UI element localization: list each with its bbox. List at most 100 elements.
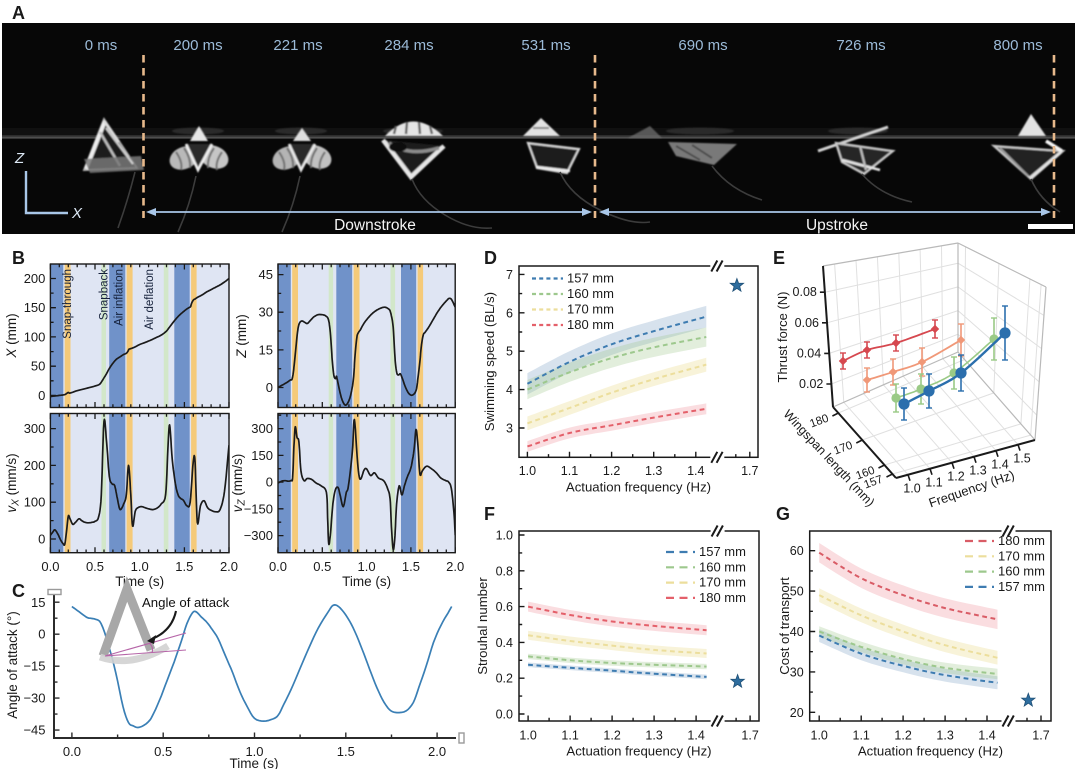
svg-text:1.3: 1.3 bbox=[936, 729, 953, 743]
svg-text:Snap-through: Snap-through bbox=[62, 269, 74, 339]
svg-text:0.08: 0.08 bbox=[793, 285, 817, 299]
svg-text:X (mm): X (mm) bbox=[4, 313, 19, 358]
svg-text:15: 15 bbox=[31, 595, 45, 610]
svg-text:0.06: 0.06 bbox=[795, 316, 819, 330]
svg-text:Actuation frequency (Hz): Actuation frequency (Hz) bbox=[566, 480, 711, 495]
svg-text:7: 7 bbox=[506, 268, 513, 282]
svg-text:Upstroke: Upstroke bbox=[806, 217, 868, 234]
svg-text:800 ms: 800 ms bbox=[993, 37, 1042, 54]
svg-text:180 mm: 180 mm bbox=[567, 317, 614, 332]
svg-text:1.4: 1.4 bbox=[978, 729, 995, 743]
svg-text:0.6: 0.6 bbox=[496, 600, 513, 614]
svg-text:1.4: 1.4 bbox=[687, 464, 704, 478]
svg-text:Air deflation: Air deflation bbox=[144, 269, 156, 330]
svg-text:1.0: 1.0 bbox=[903, 482, 920, 496]
svg-text:vZ (mm/s): vZ (mm/s) bbox=[230, 454, 248, 513]
svg-text:100: 100 bbox=[24, 495, 46, 510]
svg-text:0 ms: 0 ms bbox=[85, 37, 118, 54]
svg-text:1.1: 1.1 bbox=[561, 464, 578, 478]
svg-text:726 ms: 726 ms bbox=[836, 37, 885, 54]
svg-text:1.3: 1.3 bbox=[645, 729, 662, 743]
svg-text:B: B bbox=[12, 248, 25, 268]
svg-text:1.1: 1.1 bbox=[853, 729, 870, 743]
svg-text:Z (mm): Z (mm) bbox=[234, 314, 249, 358]
svg-text:0.0: 0.0 bbox=[269, 559, 287, 574]
svg-text:1.4: 1.4 bbox=[991, 458, 1008, 472]
svg-text:0.8: 0.8 bbox=[496, 564, 513, 578]
svg-text:0.4: 0.4 bbox=[496, 636, 513, 650]
svg-text:1.3: 1.3 bbox=[969, 464, 986, 478]
svg-text:157 mm: 157 mm bbox=[998, 579, 1045, 594]
svg-text:0: 0 bbox=[266, 380, 273, 395]
svg-text:0.0: 0.0 bbox=[63, 744, 81, 759]
svg-text:2.0: 2.0 bbox=[428, 744, 446, 759]
svg-text:1.2: 1.2 bbox=[894, 729, 911, 743]
svg-text:0: 0 bbox=[266, 475, 273, 490]
svg-text:Thrust force (N): Thrust force (N) bbox=[775, 291, 790, 382]
svg-text:Angle of attack (°): Angle of attack (°) bbox=[5, 611, 20, 718]
svg-text:5: 5 bbox=[506, 345, 513, 359]
svg-text:0.2: 0.2 bbox=[496, 672, 513, 686]
svg-text:Actuation frequency (Hz): Actuation frequency (Hz) bbox=[858, 744, 1003, 759]
svg-text:1.0: 1.0 bbox=[245, 744, 263, 759]
svg-text:1.5: 1.5 bbox=[337, 744, 355, 759]
svg-text:15: 15 bbox=[259, 342, 273, 357]
svg-text:Time (s): Time (s) bbox=[115, 574, 164, 589]
svg-text:−300: −300 bbox=[244, 528, 273, 543]
svg-text:F: F bbox=[484, 504, 495, 524]
svg-text:160 mm: 160 mm bbox=[998, 564, 1045, 579]
svg-text:60: 60 bbox=[790, 544, 804, 558]
svg-text:170 mm: 170 mm bbox=[998, 548, 1045, 563]
svg-text:4: 4 bbox=[506, 383, 513, 397]
svg-text:0.5: 0.5 bbox=[313, 559, 331, 574]
svg-text:Swimming speed (BL/s): Swimming speed (BL/s) bbox=[482, 292, 497, 431]
svg-text:1.1: 1.1 bbox=[561, 729, 578, 743]
svg-text:1.2: 1.2 bbox=[947, 470, 964, 484]
svg-text:−150: −150 bbox=[244, 501, 273, 516]
svg-text:1.5: 1.5 bbox=[175, 559, 193, 574]
svg-text:Downstroke: Downstroke bbox=[334, 217, 416, 234]
svg-text:0.5: 0.5 bbox=[86, 559, 104, 574]
svg-text:E: E bbox=[773, 248, 785, 268]
svg-text:160 mm: 160 mm bbox=[699, 559, 746, 574]
svg-text:50: 50 bbox=[790, 585, 804, 599]
svg-text:1.7: 1.7 bbox=[741, 729, 758, 743]
svg-text:Strouhal number: Strouhal number bbox=[475, 577, 490, 675]
svg-text:Snapback: Snapback bbox=[99, 269, 111, 320]
svg-text:200: 200 bbox=[24, 458, 46, 473]
svg-text:1.2: 1.2 bbox=[603, 464, 620, 478]
svg-text:1.4: 1.4 bbox=[687, 729, 704, 743]
svg-text:157 mm: 157 mm bbox=[567, 271, 614, 286]
svg-text:180 mm: 180 mm bbox=[998, 533, 1045, 548]
svg-text:30: 30 bbox=[259, 305, 273, 320]
svg-text:1.2: 1.2 bbox=[603, 729, 620, 743]
svg-text:0.02: 0.02 bbox=[799, 377, 823, 391]
svg-text:45: 45 bbox=[259, 267, 273, 282]
svg-text:0: 0 bbox=[38, 388, 45, 403]
svg-text:221 ms: 221 ms bbox=[273, 37, 322, 54]
svg-text:30: 30 bbox=[790, 665, 804, 679]
svg-text:−45: −45 bbox=[23, 723, 45, 738]
svg-text:1.5: 1.5 bbox=[402, 559, 420, 574]
svg-text:180 mm: 180 mm bbox=[699, 590, 746, 605]
svg-text:157 mm: 157 mm bbox=[699, 544, 746, 559]
svg-text:200 ms: 200 ms bbox=[173, 37, 222, 54]
svg-text:284 ms: 284 ms bbox=[384, 37, 433, 54]
svg-text:0.5: 0.5 bbox=[154, 744, 172, 759]
svg-text:G: G bbox=[776, 504, 790, 524]
svg-text:Z: Z bbox=[14, 150, 25, 167]
svg-text:6: 6 bbox=[506, 306, 513, 320]
svg-text:300: 300 bbox=[251, 421, 273, 436]
svg-text:100: 100 bbox=[24, 329, 46, 344]
svg-text:Time (s): Time (s) bbox=[230, 756, 279, 769]
svg-text:1.0: 1.0 bbox=[358, 559, 376, 574]
svg-text:50: 50 bbox=[31, 359, 45, 374]
svg-text:1.0: 1.0 bbox=[519, 464, 536, 478]
svg-text:0: 0 bbox=[38, 532, 45, 547]
svg-text:2.0: 2.0 bbox=[220, 559, 238, 574]
svg-text:1.7: 1.7 bbox=[1032, 729, 1049, 743]
svg-text:0.04: 0.04 bbox=[797, 346, 821, 360]
svg-text:160 mm: 160 mm bbox=[567, 286, 614, 301]
svg-text:170 mm: 170 mm bbox=[567, 302, 614, 317]
svg-text:vX (mm/s): vX (mm/s) bbox=[4, 453, 22, 512]
